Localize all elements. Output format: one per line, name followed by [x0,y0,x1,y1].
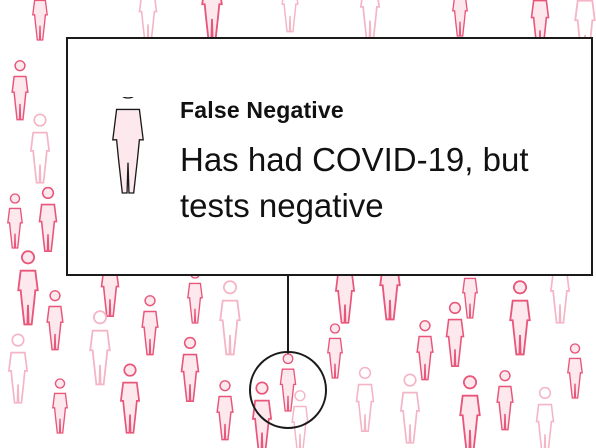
crowd-person-icon [400,373,420,444]
callout-title: False Negative [180,97,344,123]
crowd-person-icon [89,310,111,386]
crowd-person-icon [252,381,272,448]
crowd-person-icon [452,0,468,37]
crowd-person-icon [30,113,50,184]
crowd-person-icon [459,375,481,448]
crowd-person-icon [11,60,29,121]
crowd-person-icon [141,295,159,356]
crowd-person-icon [496,370,514,431]
crowd-person-icon [360,0,380,40]
crowd-person-icon [46,290,64,351]
crowd-person-icon [219,280,241,356]
crowd-person-icon [38,186,58,252]
crowd-person-icon [180,336,200,402]
crowd-person-icon [7,193,23,249]
crowd-person-icon [216,380,234,441]
crowd-person-icon [327,323,343,379]
person-silhouette-icon [111,97,145,194]
crowd-person-icon [509,280,531,356]
crowd-person-icon [138,0,158,42]
crowd-person-icon [17,250,39,326]
crowd-person-icon [201,0,223,40]
crowd-person-icon [187,268,203,324]
crowd-person-icon [291,390,309,448]
crowd-person-icon [52,378,68,434]
crowd-person-icon [32,0,48,41]
crowd-person-icon [567,343,583,399]
crowd-person-icon [281,0,299,33]
crowd-person-icon [535,386,555,448]
callout-box: False Negative Has had COVID-19, but tes… [66,37,593,276]
crowd-person-icon [416,320,434,381]
callout-description: Has had COVID-19, but tests negative [180,141,529,224]
crowd-person-icon [355,366,375,432]
crowd-person-icon [120,363,140,434]
crowd-person-icon [8,333,28,404]
crowd-person-icon [445,301,465,367]
